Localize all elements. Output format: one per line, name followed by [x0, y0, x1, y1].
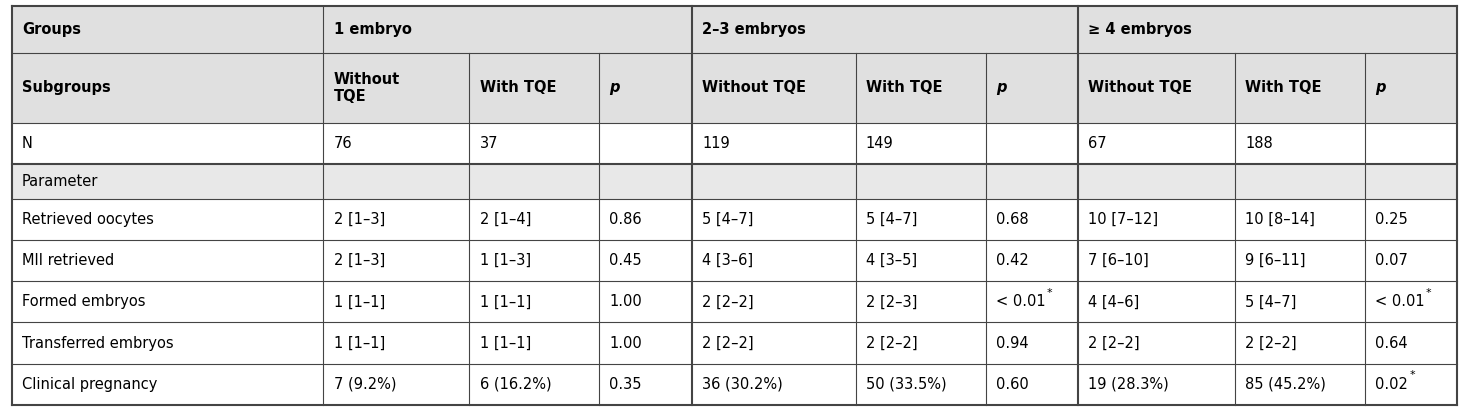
Text: 1 [1–1]: 1 [1–1] — [333, 335, 385, 351]
Bar — [12, 164, 1457, 199]
Text: 2 [2–2]: 2 [2–2] — [865, 335, 918, 351]
Text: MII retrieved: MII retrieved — [22, 253, 115, 268]
Text: 0.68: 0.68 — [996, 212, 1028, 227]
Text: < 0.01: < 0.01 — [996, 294, 1046, 309]
Text: 36 (30.2%): 36 (30.2%) — [702, 377, 783, 392]
Text: Without TQE: Without TQE — [702, 81, 806, 95]
Text: 0.86: 0.86 — [610, 212, 642, 227]
Text: 188: 188 — [1246, 136, 1272, 151]
Text: 4 [3–5]: 4 [3–5] — [865, 253, 917, 268]
Text: Subgroups: Subgroups — [22, 81, 110, 95]
Text: With TQE: With TQE — [479, 81, 557, 95]
Bar — [12, 122, 1457, 164]
Text: 2 [1–4]: 2 [1–4] — [479, 212, 530, 227]
Bar — [12, 6, 1457, 53]
Text: 1 [1–1]: 1 [1–1] — [479, 335, 530, 351]
Text: 1 [1–3]: 1 [1–3] — [479, 253, 530, 268]
Text: 50 (33.5%): 50 (33.5%) — [865, 377, 946, 392]
Text: 2 [1–3]: 2 [1–3] — [333, 212, 385, 227]
Text: p: p — [1375, 81, 1385, 95]
Text: 2–3 embryos: 2–3 embryos — [702, 22, 806, 37]
Text: 149: 149 — [865, 136, 893, 151]
Text: ≥ 4 embryos: ≥ 4 embryos — [1089, 22, 1193, 37]
Text: Clinical pregnancy: Clinical pregnancy — [22, 377, 157, 392]
Text: 1 [1–1]: 1 [1–1] — [333, 294, 385, 309]
Text: 2 [1–3]: 2 [1–3] — [333, 253, 385, 268]
Text: 5 [4–7]: 5 [4–7] — [702, 212, 754, 227]
Text: 37: 37 — [479, 136, 498, 151]
Text: 7 (9.2%): 7 (9.2%) — [333, 377, 397, 392]
Text: 0.02: 0.02 — [1375, 377, 1407, 392]
Text: Formed embryos: Formed embryos — [22, 294, 145, 309]
Text: 0.42: 0.42 — [996, 253, 1028, 268]
Text: Without
TQE: Without TQE — [333, 72, 400, 104]
Text: 6 (16.2%): 6 (16.2%) — [479, 377, 551, 392]
Text: 1.00: 1.00 — [610, 294, 642, 309]
Text: 10 [8–14]: 10 [8–14] — [1246, 212, 1315, 227]
Text: *: * — [1047, 288, 1052, 298]
Text: 0.25: 0.25 — [1375, 212, 1407, 227]
Text: 85 (45.2%): 85 (45.2%) — [1246, 377, 1327, 392]
Text: Without TQE: Without TQE — [1089, 81, 1193, 95]
Text: 2 [2–2]: 2 [2–2] — [702, 335, 754, 351]
Text: N: N — [22, 136, 32, 151]
Text: 76: 76 — [333, 136, 353, 151]
Text: Transferred embryos: Transferred embryos — [22, 335, 173, 351]
Text: 7 [6–10]: 7 [6–10] — [1089, 253, 1149, 268]
Text: 2 [2–2]: 2 [2–2] — [1089, 335, 1140, 351]
Text: 19 (28.3%): 19 (28.3%) — [1089, 377, 1169, 392]
Text: 2 [2–2]: 2 [2–2] — [1246, 335, 1297, 351]
Text: 2 [2–3]: 2 [2–3] — [865, 294, 917, 309]
Text: p: p — [996, 81, 1006, 95]
Text: 67: 67 — [1089, 136, 1108, 151]
Text: 119: 119 — [702, 136, 730, 151]
Text: 9 [6–11]: 9 [6–11] — [1246, 253, 1306, 268]
Bar — [12, 322, 1457, 364]
Bar — [12, 240, 1457, 281]
Text: With TQE: With TQE — [865, 81, 942, 95]
Text: 0.35: 0.35 — [610, 377, 642, 392]
Text: Parameter: Parameter — [22, 174, 98, 189]
Bar — [12, 199, 1457, 240]
Text: 0.45: 0.45 — [610, 253, 642, 268]
Text: 4 [3–6]: 4 [3–6] — [702, 253, 754, 268]
Text: 1 [1–1]: 1 [1–1] — [479, 294, 530, 309]
Text: 0.60: 0.60 — [996, 377, 1028, 392]
Text: 2 [2–2]: 2 [2–2] — [702, 294, 754, 309]
Text: Groups: Groups — [22, 22, 81, 37]
Bar — [12, 281, 1457, 322]
Text: p: p — [610, 81, 620, 95]
Text: 10 [7–12]: 10 [7–12] — [1089, 212, 1159, 227]
Text: 4 [4–6]: 4 [4–6] — [1089, 294, 1140, 309]
Text: 0.94: 0.94 — [996, 335, 1028, 351]
Text: < 0.01: < 0.01 — [1375, 294, 1425, 309]
Text: *: * — [1426, 288, 1432, 298]
Text: Retrieved oocytes: Retrieved oocytes — [22, 212, 154, 227]
Text: 1.00: 1.00 — [610, 335, 642, 351]
Bar — [12, 53, 1457, 122]
Bar — [12, 364, 1457, 405]
Text: *: * — [1410, 370, 1416, 380]
Text: 5 [4–7]: 5 [4–7] — [865, 212, 917, 227]
Text: 0.07: 0.07 — [1375, 253, 1407, 268]
Text: 0.64: 0.64 — [1375, 335, 1407, 351]
Text: With TQE: With TQE — [1246, 81, 1322, 95]
Text: 1 embryo: 1 embryo — [333, 22, 411, 37]
Text: 5 [4–7]: 5 [4–7] — [1246, 294, 1296, 309]
